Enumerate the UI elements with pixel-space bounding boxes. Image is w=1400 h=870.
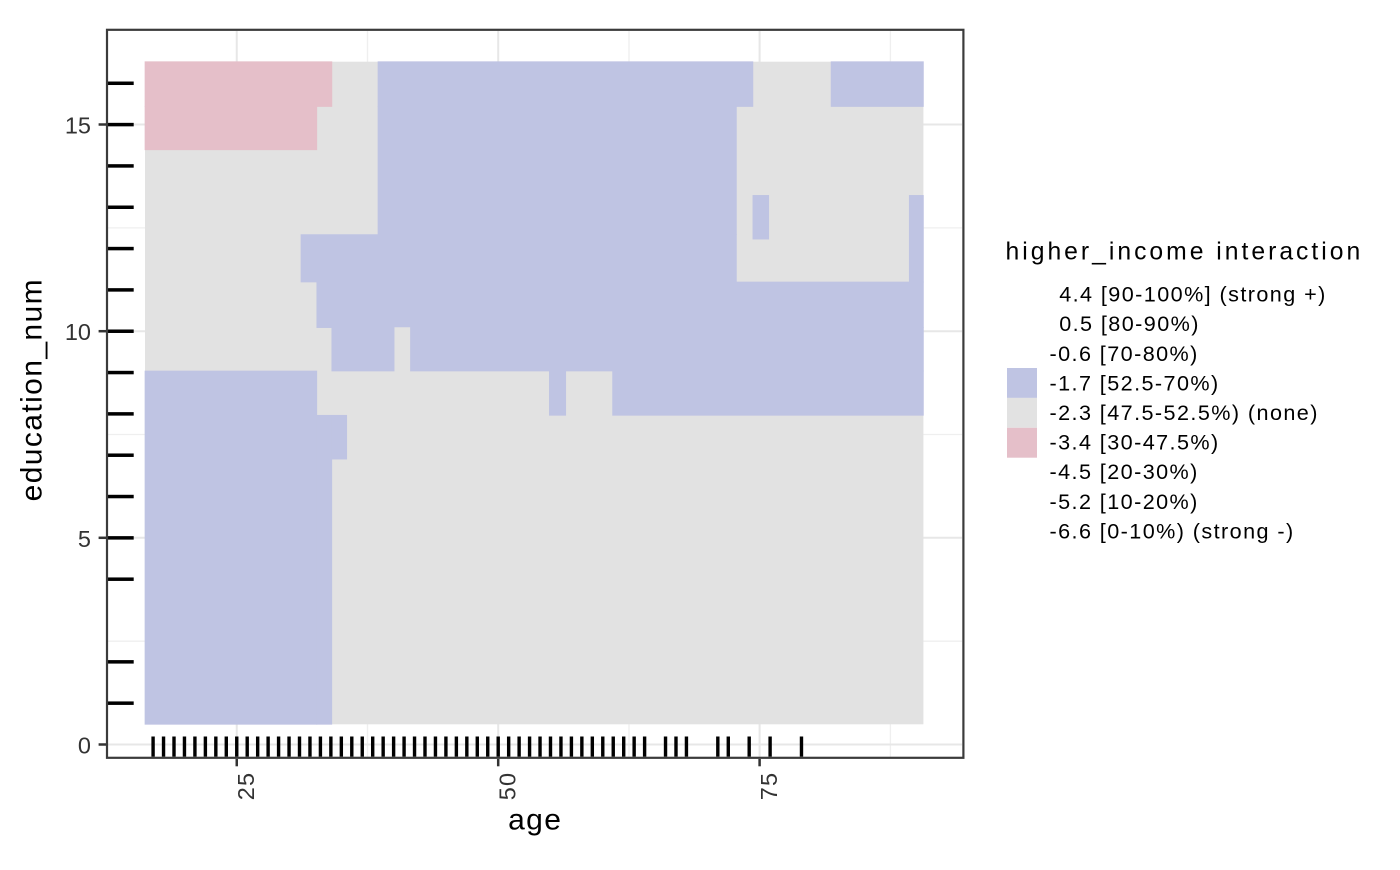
- svg-text:-4.5 [20-30%): -4.5 [20-30%): [1050, 459, 1199, 484]
- svg-text:-0.6 [70-80%): -0.6 [70-80%): [1050, 341, 1199, 366]
- svg-text:4.4 [90-100%] (strong +): 4.4 [90-100%] (strong +): [1059, 282, 1327, 307]
- svg-text:higher_income interaction: higher_income interaction: [1006, 238, 1364, 265]
- svg-text:15: 15: [65, 113, 91, 139]
- svg-text:10: 10: [65, 319, 91, 345]
- svg-text:age: age: [508, 804, 562, 837]
- svg-text:50: 50: [495, 772, 521, 801]
- svg-text:0: 0: [78, 733, 91, 759]
- svg-text:5: 5: [78, 526, 91, 552]
- svg-text:-3.4 [30-47.5%): -3.4 [30-47.5%): [1050, 430, 1220, 455]
- svg-text:0.5 [80-90%): 0.5 [80-90%): [1059, 311, 1200, 336]
- svg-text:-2.3 [47.5-52.5%) (none): -2.3 [47.5-52.5%) (none): [1050, 400, 1319, 425]
- svg-text:-6.6 [0-10%) (strong -): -6.6 [0-10%) (strong -): [1050, 518, 1295, 543]
- svg-text:-1.7 [52.5-70%): -1.7 [52.5-70%): [1050, 370, 1220, 395]
- svg-text:25: 25: [233, 772, 259, 801]
- svg-text:75: 75: [756, 772, 782, 801]
- svg-text:-5.2 [10-20%): -5.2 [10-20%): [1050, 489, 1199, 514]
- svg-text:education_num: education_num: [16, 278, 49, 501]
